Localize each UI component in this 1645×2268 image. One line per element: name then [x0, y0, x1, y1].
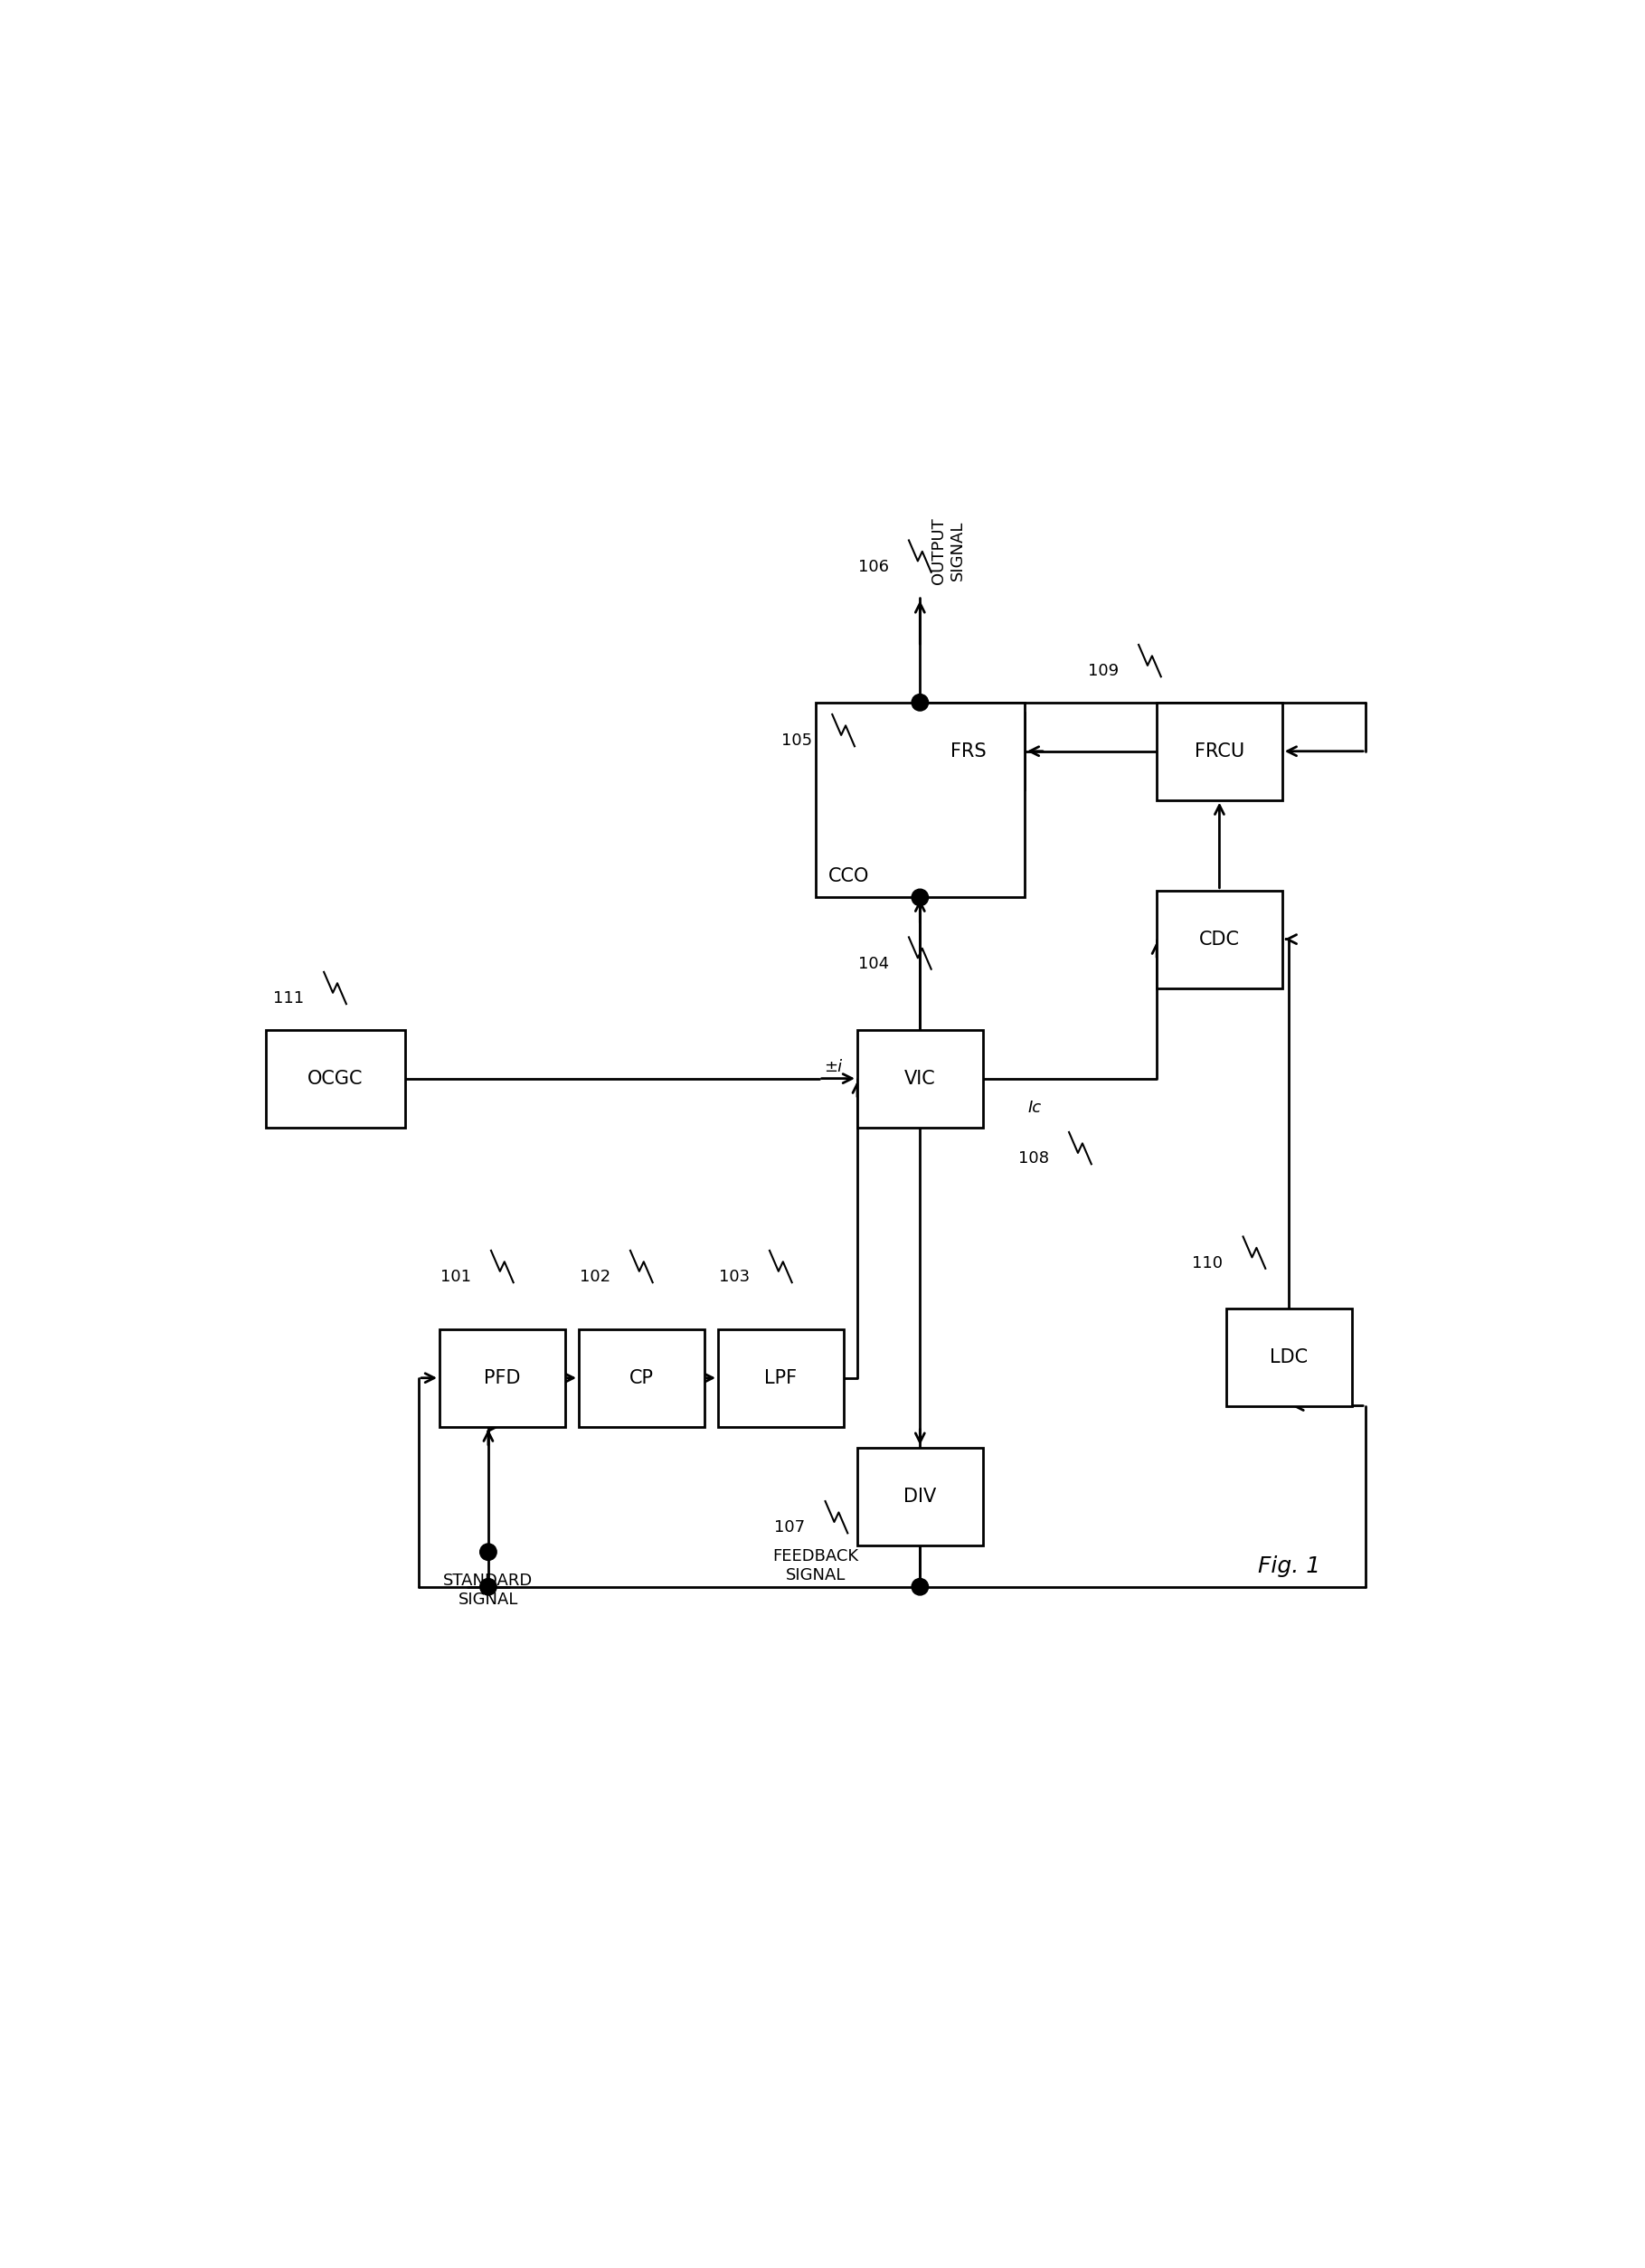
- Text: 103: 103: [719, 1268, 750, 1286]
- Circle shape: [911, 694, 928, 710]
- Text: 104: 104: [857, 955, 888, 971]
- Circle shape: [480, 1545, 497, 1560]
- FancyBboxPatch shape: [1227, 1309, 1352, 1406]
- Circle shape: [911, 1579, 928, 1594]
- Text: 110: 110: [1193, 1254, 1222, 1270]
- Text: 102: 102: [579, 1268, 610, 1286]
- Text: FEEDBACK
SIGNAL: FEEDBACK SIGNAL: [773, 1549, 859, 1583]
- FancyBboxPatch shape: [439, 1329, 564, 1427]
- Text: OUTPUT
SIGNAL: OUTPUT SIGNAL: [931, 517, 966, 585]
- Text: ±i: ±i: [824, 1059, 842, 1075]
- Text: 106: 106: [859, 558, 888, 574]
- Text: DIV: DIV: [903, 1488, 936, 1506]
- Circle shape: [480, 1579, 497, 1594]
- Text: FRS: FRS: [951, 742, 987, 760]
- FancyBboxPatch shape: [857, 1447, 982, 1545]
- Text: 111: 111: [273, 991, 304, 1007]
- FancyBboxPatch shape: [265, 1030, 405, 1127]
- FancyBboxPatch shape: [913, 712, 1025, 789]
- Text: 109: 109: [1087, 662, 1119, 680]
- Text: PFD: PFD: [484, 1370, 520, 1388]
- FancyBboxPatch shape: [816, 703, 1025, 898]
- FancyBboxPatch shape: [857, 1030, 982, 1127]
- Text: 105: 105: [781, 733, 813, 748]
- Text: Fig. 1: Fig. 1: [1258, 1556, 1321, 1576]
- Text: Ic: Ic: [1028, 1100, 1041, 1116]
- FancyBboxPatch shape: [719, 1329, 844, 1427]
- Text: CP: CP: [630, 1370, 653, 1388]
- FancyBboxPatch shape: [1156, 891, 1281, 989]
- Text: LDC: LDC: [1270, 1347, 1308, 1365]
- Text: 108: 108: [1018, 1150, 1050, 1166]
- Text: CCO: CCO: [827, 866, 869, 885]
- Text: 107: 107: [775, 1520, 804, 1535]
- Text: VIC: VIC: [905, 1070, 936, 1089]
- Text: STANDARD
SIGNAL: STANDARD SIGNAL: [444, 1574, 533, 1608]
- Text: LPF: LPF: [765, 1370, 798, 1388]
- FancyBboxPatch shape: [579, 1329, 704, 1427]
- Text: FRCU: FRCU: [1194, 742, 1244, 760]
- Text: OCGC: OCGC: [308, 1070, 364, 1089]
- Circle shape: [911, 889, 928, 905]
- Text: 101: 101: [441, 1268, 470, 1286]
- FancyBboxPatch shape: [1156, 703, 1281, 801]
- Text: CDC: CDC: [1199, 930, 1240, 948]
